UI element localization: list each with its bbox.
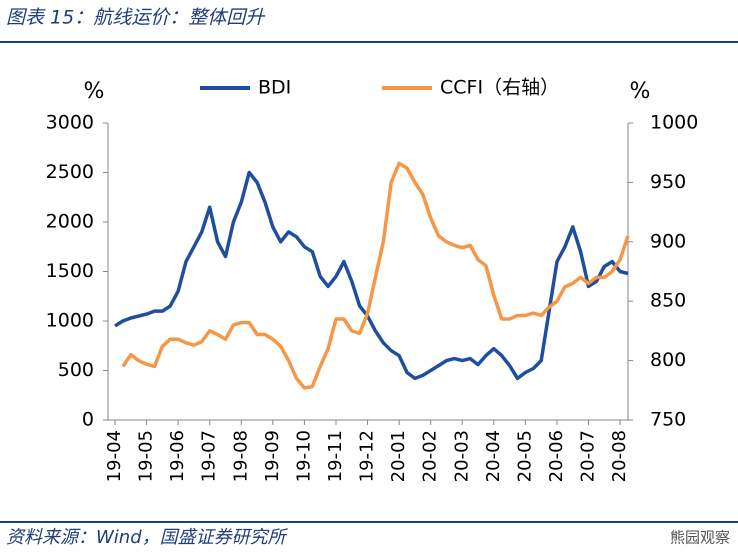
y2-tick-label: 750 [650, 409, 686, 431]
x-tick-label: 20-03 [451, 430, 472, 482]
x-tick-label: 19-06 [167, 430, 188, 482]
x-tick-label: 20-06 [546, 430, 567, 482]
x-tick-label: 19-09 [262, 430, 283, 482]
x-tick-label: 20-02 [420, 430, 441, 482]
y2-tick-label: 800 [650, 349, 686, 371]
x-tick-label: 19-05 [136, 430, 157, 482]
series-line [121, 161, 630, 390]
chart-title: 图表 15：航线运价：整体回升 [6, 7, 266, 29]
y-unit: % [84, 79, 105, 104]
x-tick-label: 19-04 [104, 430, 125, 482]
y2-unit: % [630, 79, 651, 104]
x-tick-label: 20-07 [578, 430, 599, 482]
y-tick-label: 1000 [46, 310, 94, 332]
x-tick-label: 19-11 [325, 430, 346, 482]
series-line [114, 170, 629, 381]
x-tick-label: 20-04 [483, 430, 504, 482]
y-tick-label: 0 [82, 409, 94, 431]
x-tick-label: 19-07 [199, 430, 220, 482]
y-tick-label: 500 [58, 359, 94, 381]
y-tick-label: 2000 [46, 211, 94, 233]
legend-label: CCFI（右轴） [440, 77, 559, 99]
x-tick-label: 20-05 [514, 430, 535, 482]
legend-label: BDI [258, 77, 291, 99]
x-tick-label: 19-12 [357, 430, 378, 482]
y2-tick-label: 900 [650, 230, 686, 252]
x-tick-label: 20-01 [388, 430, 409, 482]
y-tick-label: 1500 [46, 260, 94, 282]
y-tick-label: 2500 [46, 161, 94, 183]
y2-tick-label: 850 [650, 290, 686, 312]
x-tick-label: 20-08 [609, 430, 630, 482]
watermark: 熊园观察 [670, 529, 730, 547]
y2-tick-label: 1000 [650, 112, 698, 134]
x-tick-label: 19-08 [230, 430, 251, 482]
x-tick-label: 19-10 [293, 430, 314, 482]
y-tick-label: 3000 [46, 112, 94, 134]
source-note: 资料来源：Wind，国盛证券研究所 [6, 527, 289, 548]
y2-tick-label: 950 [650, 171, 686, 193]
